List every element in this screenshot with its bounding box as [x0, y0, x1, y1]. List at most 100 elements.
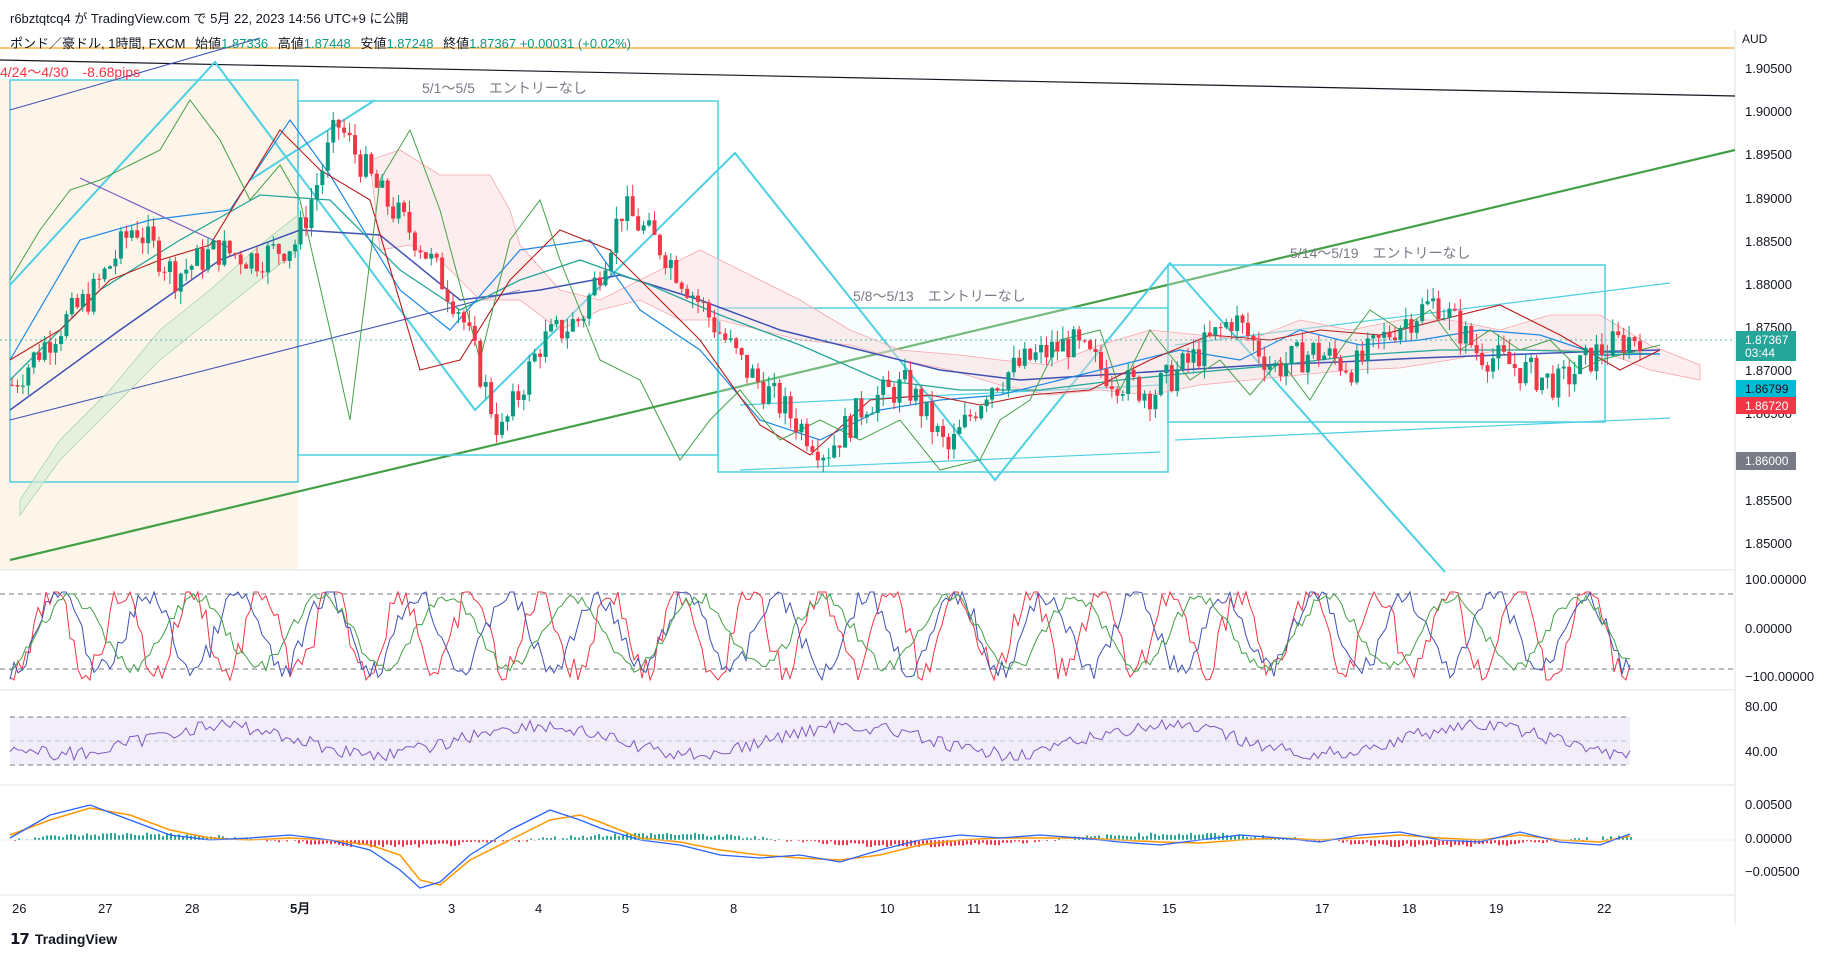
macd-bar	[1226, 834, 1228, 840]
macd-bar	[1574, 838, 1576, 840]
macd-bar	[826, 840, 828, 845]
candle-body	[598, 277, 603, 286]
macd-bar	[1542, 840, 1544, 844]
macd-bar	[1114, 835, 1116, 840]
tradingview-footer: 𝟭𝟳 TradingView	[10, 930, 117, 948]
candle-body	[946, 436, 951, 450]
candle-body	[211, 240, 216, 250]
candle-body	[129, 230, 134, 238]
week-prev-label: 4/24〜4/30	[0, 64, 69, 80]
macd-bar	[1354, 840, 1356, 845]
price-axis[interactable]: 1.90500 1.90000 1.89500 1.89000 1.88500 …	[1745, 61, 1792, 551]
candle-body	[1567, 366, 1572, 385]
macd-bar	[1466, 840, 1468, 847]
candle-body	[1605, 355, 1610, 357]
macd-bar	[1154, 833, 1156, 840]
macd-bar	[1134, 836, 1136, 840]
macd-bar	[194, 834, 196, 840]
candle-body	[434, 253, 439, 258]
candle-body	[276, 244, 281, 254]
candle-body	[1327, 348, 1332, 356]
candle-body	[685, 288, 690, 298]
macd-bar	[62, 837, 64, 840]
tradingview-logo-icon: 𝟭𝟳	[10, 931, 30, 948]
macd-bar	[110, 833, 112, 840]
candle-body	[1610, 331, 1615, 356]
candle-body	[1496, 345, 1501, 359]
candle-body	[897, 379, 902, 403]
macd-bar	[362, 840, 364, 845]
candle-body	[902, 370, 907, 380]
candle-body	[810, 446, 815, 452]
symbol-label[interactable]: ポンド／豪ドル, 1時間, FXCM	[10, 36, 186, 51]
candle-body	[1343, 370, 1348, 373]
candle-body	[679, 282, 684, 289]
candle-body	[995, 388, 1000, 391]
candle-body	[1273, 363, 1278, 367]
macd-bar	[474, 840, 476, 842]
stoch-k-line	[9, 590, 1631, 682]
candle-body	[282, 253, 287, 261]
week-highlight-prev	[0, 80, 298, 570]
open-value: 1.87336	[221, 36, 269, 51]
candle-body	[766, 386, 771, 404]
macd-bar	[594, 835, 596, 840]
candle-body	[755, 368, 760, 382]
stoch-d-line	[9, 590, 1631, 682]
macd-bar	[1254, 835, 1256, 840]
candle-body	[1202, 332, 1207, 367]
candle-body	[374, 173, 379, 188]
candle-body	[968, 414, 973, 417]
candle-body	[881, 379, 886, 395]
candle-body	[472, 325, 477, 341]
macd-bar	[974, 840, 976, 843]
candle-body	[249, 253, 254, 269]
macd-bar	[1438, 840, 1440, 846]
candle-body	[255, 253, 260, 272]
macd-bar	[1486, 840, 1488, 844]
ohlc-legend: ポンド／豪ドル, 1時間, FXCM 始値1.87336 高値1.87448 安…	[10, 33, 631, 52]
macd-bar	[590, 836, 592, 840]
macd-bar	[1510, 840, 1512, 845]
macd-bar	[218, 835, 220, 840]
candle-body	[146, 226, 151, 244]
macd-bar	[694, 832, 696, 840]
week2-annotation: 5/8〜5/13 エントリーなし	[853, 288, 1026, 304]
macd-bar	[886, 840, 888, 847]
candle-body	[48, 342, 53, 353]
candle-body	[86, 293, 91, 312]
time-label: 28	[185, 901, 199, 916]
macd-bar	[670, 833, 672, 840]
candle-body	[984, 399, 989, 407]
macd-bar	[1142, 836, 1144, 840]
candle-body	[1006, 372, 1011, 390]
macd-bar	[42, 836, 44, 840]
candle-body	[587, 295, 592, 319]
candle-body	[200, 248, 205, 270]
macd-bar	[1014, 840, 1016, 842]
candle-body	[1512, 364, 1517, 368]
macd-bar	[582, 835, 584, 840]
candle-body	[1153, 394, 1158, 410]
macd-bar	[646, 835, 648, 840]
teal-price-value: 1.86799	[1745, 382, 1789, 396]
candle-body	[216, 240, 221, 265]
time-label: 12	[1054, 901, 1068, 916]
macd-bar	[1442, 840, 1444, 845]
macd-bar	[822, 840, 824, 844]
candle-body	[957, 427, 962, 435]
candle-body	[184, 269, 189, 274]
time-axis[interactable]: 26 27 28 5月 3 4 5 8 10 11 12 15 17 18 19…	[12, 901, 1611, 916]
macd-bar	[546, 838, 548, 840]
candle-body	[913, 388, 918, 401]
macd-bar	[1122, 835, 1124, 840]
candle-body	[1539, 377, 1544, 391]
candle-body	[113, 258, 118, 267]
macd-bar	[1126, 835, 1128, 840]
candle-body	[195, 248, 200, 266]
candle-body	[42, 342, 47, 360]
macd-bar	[298, 840, 300, 844]
candle-body	[930, 401, 935, 433]
candle-body	[1049, 341, 1054, 358]
